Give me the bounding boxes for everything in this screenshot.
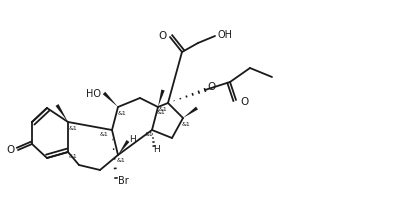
Text: &1: &1 [117,157,126,162]
Text: O: O [207,82,215,92]
Text: &1: &1 [145,133,153,138]
Text: &1: &1 [159,107,167,111]
Text: &1: &1 [182,121,190,126]
Text: &1: &1 [117,111,126,116]
Polygon shape [158,90,165,107]
Polygon shape [55,104,68,122]
Text: OH: OH [217,30,232,40]
Text: O: O [159,31,167,41]
Text: &1: &1 [99,133,108,138]
Text: &1: &1 [69,155,77,160]
Text: HO: HO [86,89,101,99]
Text: &1: &1 [157,109,165,114]
Polygon shape [183,107,198,118]
Text: O: O [7,145,15,155]
Text: H: H [129,135,136,143]
Text: &1: &1 [69,126,77,131]
Text: Br: Br [118,176,129,186]
Polygon shape [103,92,118,107]
Text: H: H [154,145,160,155]
Polygon shape [118,140,130,155]
Text: O: O [240,97,248,107]
